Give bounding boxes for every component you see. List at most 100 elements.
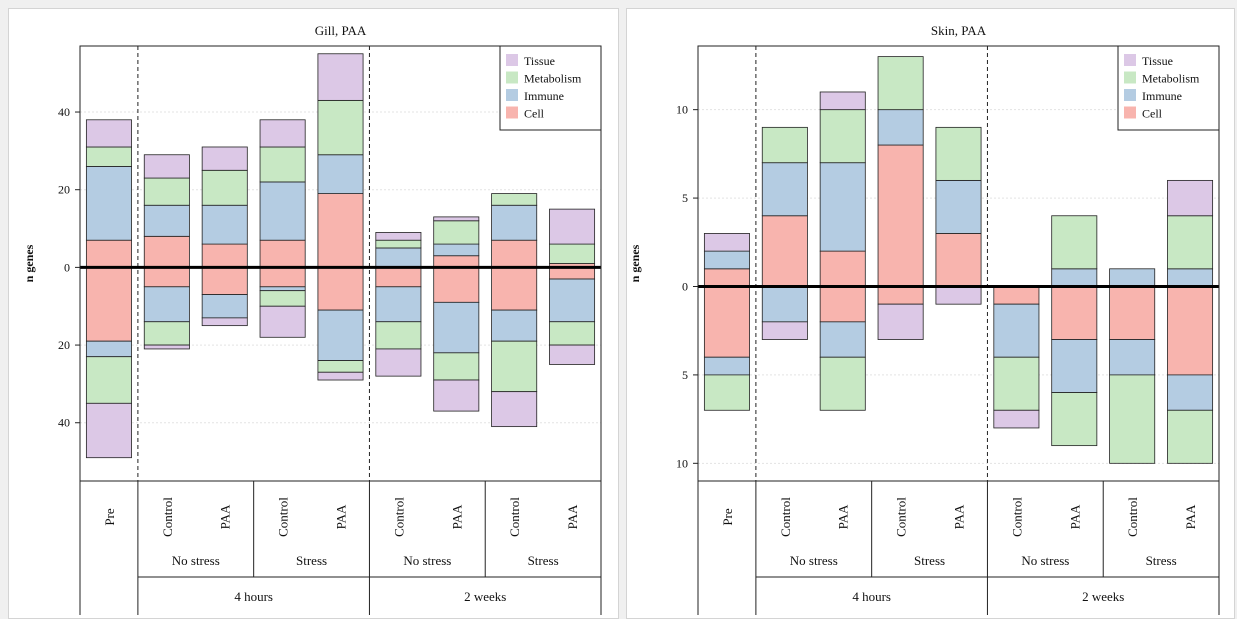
y-tick-label: 0 <box>682 279 688 293</box>
bar-segment-immune-down <box>761 286 808 323</box>
bar-segment-metabolism-up <box>549 243 596 264</box>
legend-swatch-metabolism <box>1124 71 1136 84</box>
bar-segment-metabolism-down <box>1051 392 1098 447</box>
bar-segment-cell-up <box>819 250 866 287</box>
category-label: Control <box>1125 497 1140 537</box>
bar-segment-cell-down <box>1167 286 1214 376</box>
bar-segment-immune-down <box>549 278 596 323</box>
bar-segment-tissue-down <box>549 344 596 365</box>
y-tick-label: 10 <box>676 103 688 117</box>
bar-segment-metabolism-up <box>259 146 306 183</box>
legend-swatch-immune <box>506 89 518 101</box>
bar-segment-cell-down <box>877 286 924 305</box>
bar-segment-metabolism-down <box>703 374 750 411</box>
category-label: PAA <box>334 504 349 529</box>
bar-segment-tissue-up <box>143 154 190 179</box>
category-label: Control <box>1009 497 1024 537</box>
bar-segment-cell-down <box>143 266 190 288</box>
category-label: PAA <box>952 504 967 529</box>
bar-segment-immune-up <box>819 162 866 252</box>
bar-segment-cell-down <box>201 266 248 295</box>
group-label: Stress <box>914 553 945 568</box>
bar-segment-metabolism-down <box>375 321 422 350</box>
bar-segment-metabolism-up <box>143 177 190 206</box>
group-label: No stress <box>403 553 451 568</box>
bar-segment-tissue-down <box>877 303 924 340</box>
category-label: PAA <box>836 504 851 529</box>
bar-segment-cell-up <box>85 239 132 268</box>
bar-segment-metabolism-down <box>549 321 596 346</box>
gill-chart: Gill, PAA 40 20 0 20 40 n genes Tissue Metabolis… <box>22 23 602 615</box>
bar-segment-immune-up <box>317 154 364 194</box>
category-label: Control <box>160 497 175 537</box>
bar-segment-immune-down <box>375 286 422 323</box>
bar-segment-cell-up <box>259 239 306 268</box>
bar-segment-immune-down <box>703 356 750 376</box>
bar-segment-immune-up <box>375 247 422 268</box>
bar-segment-cell-down <box>491 266 538 311</box>
bar-segment-tissue-up <box>1167 179 1214 217</box>
chart-title: Gill, PAA <box>315 23 367 38</box>
bar-segment-cell-down <box>1051 286 1098 340</box>
bar-segment-immune-up <box>259 181 306 241</box>
bar-segment-metabolism-down <box>143 321 190 346</box>
bar-segment-metabolism-up <box>85 146 132 167</box>
bar-segment-immune-up <box>491 204 538 241</box>
bar-segment-cell-down <box>549 266 596 280</box>
bar-segment-metabolism-down <box>1167 409 1214 464</box>
bar-segment-tissue-down <box>317 371 364 381</box>
skin-panel: Skin, PAA 10 5 0 5 10 n genes Tissue Metabolism I… <box>626 8 1235 619</box>
bar-segment-metabolism-up <box>819 109 866 164</box>
bar-segment-immune-up <box>761 162 808 217</box>
bar-segment-metabolism-down <box>491 340 538 393</box>
group-label: No stress <box>1021 553 1069 568</box>
bar-segment-tissue-down <box>491 391 538 428</box>
bar-segment-cell-up <box>761 215 808 287</box>
legend-swatch-immune <box>1124 89 1136 101</box>
bar-segment-immune-up <box>433 243 480 257</box>
bar-segment-metabolism-down <box>433 352 480 381</box>
bar-segment-immune-up <box>85 166 132 241</box>
category-label: Control <box>507 497 522 537</box>
bar-segment-tissue-down <box>85 402 132 459</box>
bar-segment-immune-down <box>433 301 480 354</box>
category-label: PAA <box>449 504 464 529</box>
bar-segment-immune-down <box>1167 374 1214 411</box>
time-group-label: 4 hours <box>234 589 273 604</box>
legend-swatch-tissue <box>1124 54 1136 66</box>
category-label: Control <box>391 497 406 537</box>
bar-segment-metabolism-up <box>761 126 808 164</box>
bar-segment-cell-up <box>317 193 364 268</box>
plot-frame <box>79 45 602 482</box>
bar-segment-immune-up <box>877 109 924 146</box>
bar-segment-metabolism-up <box>317 99 364 156</box>
bar-segment-cell-down <box>1109 286 1156 340</box>
y-tick-label: 40 <box>58 416 70 430</box>
plot-frame <box>697 45 1220 482</box>
bar-segment-immune-down <box>259 286 306 292</box>
legend-label-immune: Immune <box>524 89 564 103</box>
category-label: PAA <box>565 504 580 529</box>
legend-label-cell: Cell <box>524 107 545 121</box>
group-label: Stress <box>296 553 327 568</box>
group-label: Stress <box>1146 553 1177 568</box>
bar-segment-cell-down <box>259 266 306 288</box>
bar-segment-metabolism-up <box>935 126 982 181</box>
bar-segment-metabolism-down <box>1109 374 1156 464</box>
bar-segment-tissue-up <box>375 232 422 241</box>
legend-label-metabolism: Metabolism <box>1142 72 1200 86</box>
bar-segment-tissue-down <box>761 321 808 340</box>
bar-segment-immune-up <box>935 179 982 234</box>
bar-segment-cell-up <box>935 233 982 287</box>
bar-segment-immune-up <box>201 204 248 245</box>
category-label: PAA <box>218 504 233 529</box>
legend-label-metabolism: Metabolism <box>524 72 582 86</box>
time-group-label: 4 hours <box>852 589 891 604</box>
gill-panel: Gill, PAA 40 20 0 20 40 n genes Tissue Metabolis… <box>8 8 619 619</box>
bar-segment-tissue-down <box>375 348 422 377</box>
bar-segment-cell-down <box>993 286 1040 305</box>
y-tick-label: 5 <box>682 191 688 205</box>
group-label: No stress <box>172 553 220 568</box>
bar-segment-cell-down <box>433 266 480 303</box>
bar-segment-cell-up <box>201 243 248 268</box>
